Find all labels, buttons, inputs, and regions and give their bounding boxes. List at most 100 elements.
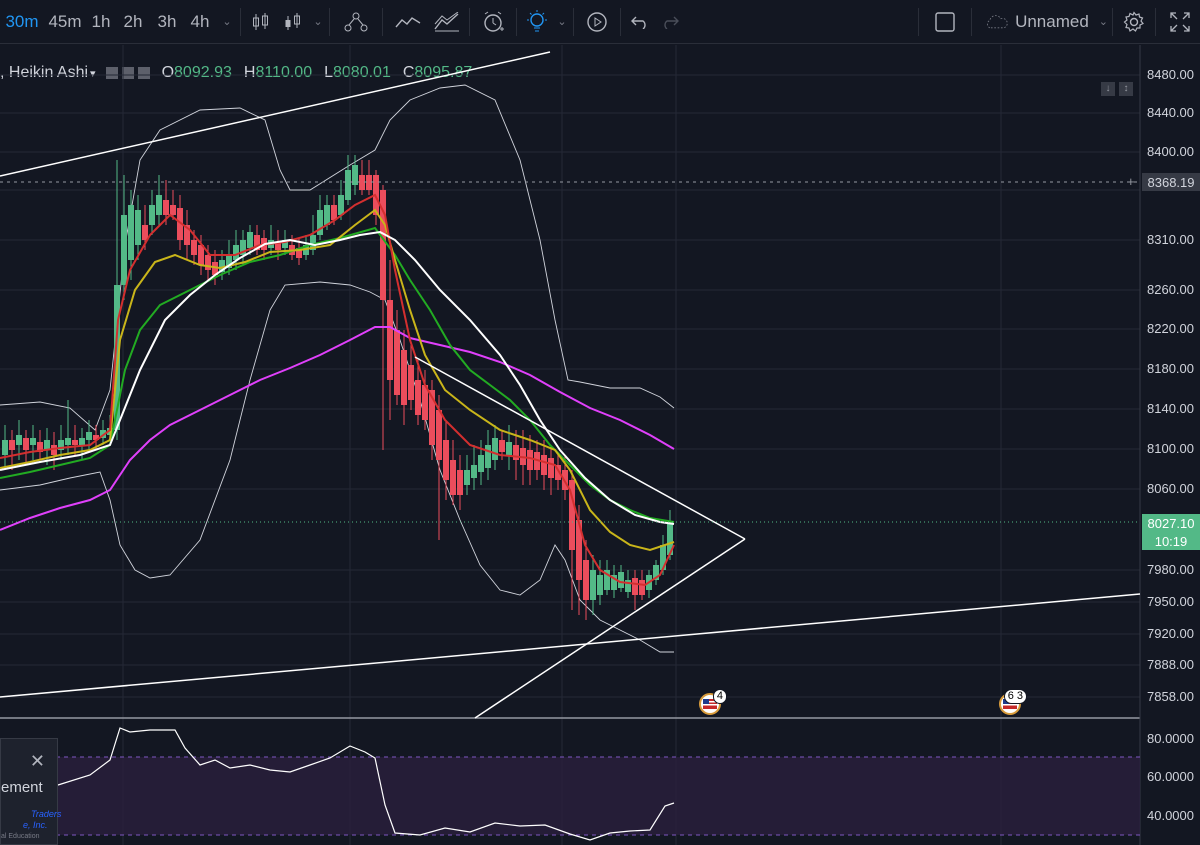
candle-body <box>590 570 596 600</box>
candles <box>2 155 673 620</box>
price-tick: 8440.00 <box>1147 105 1194 120</box>
toolbar-divider <box>240 7 241 36</box>
crosshair-plus-icon[interactable]: + <box>1127 174 1135 189</box>
candle-body <box>429 390 435 445</box>
interval-1h[interactable]: 1h <box>91 11 111 31</box>
candle-body <box>37 442 43 452</box>
candle-body <box>198 245 204 265</box>
interval-2h[interactable]: 2h <box>123 11 143 31</box>
toolbar-divider <box>1112 7 1113 36</box>
candle-body <box>135 210 141 245</box>
ma-white <box>0 230 675 525</box>
price-tick: 7858.00 <box>1147 689 1194 704</box>
candle-body <box>23 438 29 450</box>
candle-body <box>471 465 477 478</box>
lower-trend-line[interactable] <box>0 593 1141 698</box>
redo-icon[interactable] <box>655 0 685 44</box>
candle-body <box>401 350 407 405</box>
ma-yellow <box>0 208 675 552</box>
rsi-line <box>57 727 675 841</box>
toolbar-divider <box>516 7 517 36</box>
scale-icon[interactable]: ↕ <box>1119 82 1133 96</box>
price-tick: 8060.00 <box>1147 481 1194 496</box>
chart-type-chevron-down-icon[interactable]: ▾ <box>90 67 96 80</box>
candle-body <box>667 522 673 555</box>
event-count: 4 <box>712 689 727 704</box>
ideas-chevron-down-icon[interactable]: ⌄ <box>557 16 567 28</box>
bollinger-bands <box>0 84 675 653</box>
candle-body <box>373 175 379 215</box>
candle-body <box>275 242 281 250</box>
open-label: O <box>161 64 175 81</box>
indicator-tick: 60.0000 <box>1147 769 1194 784</box>
scroll-down-icon[interactable]: ↓ <box>1101 82 1115 96</box>
interval-chevron-down-icon[interactable]: ⌄ <box>222 16 232 28</box>
replay-icon[interactable] <box>578 0 616 44</box>
expand-arrows-icon[interactable] <box>1160 0 1200 44</box>
ideas-lightbulb-icon[interactable] <box>521 0 553 44</box>
candle-body <box>128 205 134 260</box>
candle-body <box>58 440 64 450</box>
candle-body <box>121 215 127 285</box>
candle-body <box>541 455 547 475</box>
economic-event-flag-icon[interactable]: 4 <box>699 689 727 715</box>
candle-body <box>317 210 323 235</box>
interval-3h[interactable]: 3h <box>157 11 177 31</box>
rsi-band <box>0 757 1140 835</box>
low-value: 8080.01 <box>333 64 391 81</box>
candle-body <box>310 235 316 250</box>
undo-icon[interactable] <box>625 0 655 44</box>
price-tick: 8100.00 <box>1147 441 1194 456</box>
crosshair-price-label: 8368.19 <box>1142 173 1200 191</box>
candle-body <box>562 470 568 490</box>
candle-body <box>65 438 71 445</box>
candle-body <box>16 435 22 445</box>
layout-save-dropdown[interactable]: Unnamed ⌄ <box>976 0 1108 44</box>
brand-line: Traders <box>31 809 62 819</box>
open-value: 8092.93 <box>174 64 232 81</box>
candles-style-icon[interactable] <box>277 0 309 44</box>
candle-body <box>107 428 113 435</box>
trend-lines[interactable] <box>0 51 1141 719</box>
fullscreen-square-icon[interactable] <box>923 0 967 44</box>
toolbar-divider <box>382 7 383 36</box>
interval-4h[interactable]: 4h <box>190 11 210 31</box>
legend-settings-icon[interactable] <box>105 67 118 79</box>
candle-body <box>51 445 57 455</box>
price-tick: 7980.00 <box>1147 562 1194 577</box>
candle-body <box>653 565 659 580</box>
toolbar-divider <box>620 7 621 36</box>
top-toolbar: 30m 45m 1h 2h 3h 4h ⌄ ⌄ ⌄ <box>0 0 1200 44</box>
candle-body <box>548 458 554 478</box>
legend-settings-icon[interactable] <box>137 67 150 79</box>
candle-body <box>359 175 365 190</box>
bars-style-icon[interactable] <box>245 0 277 44</box>
economic-event-flag-icon[interactable]: 6 3 <box>999 689 1027 715</box>
gear-icon[interactable] <box>1117 0 1151 44</box>
indicator-tick: 80.0000 <box>1147 731 1194 746</box>
symbol-chart-type[interactable]: , Heikin Ashi <box>0 64 89 81</box>
candle-body <box>625 580 631 592</box>
candle-body <box>2 440 8 455</box>
interval-30m[interactable]: 30m <box>5 11 39 31</box>
alert-clock-icon[interactable] <box>474 0 512 44</box>
triangle-lower-line[interactable] <box>474 538 746 719</box>
compare-symbols-icon[interactable] <box>334 0 378 44</box>
candle-body <box>415 380 421 415</box>
indicators-icon[interactable] <box>387 0 429 44</box>
triangle-upper-line[interactable] <box>414 356 746 540</box>
candle-body <box>226 255 232 268</box>
candle-body <box>205 255 211 270</box>
chart-style-chevron-down-icon[interactable]: ⌄ <box>313 16 323 28</box>
candle-body <box>632 578 638 595</box>
close-icon[interactable]: ✕ <box>29 751 45 771</box>
high-label: H <box>243 64 256 81</box>
candle-body <box>555 465 561 480</box>
interval-45m[interactable]: 45m <box>48 11 82 31</box>
templates-icon[interactable] <box>429 0 465 44</box>
price-tick: 8180.00 <box>1147 361 1194 376</box>
legend-settings-icon[interactable] <box>121 67 134 79</box>
candle-body <box>499 440 505 452</box>
indicator-tick: 40.0000 <box>1147 808 1194 823</box>
